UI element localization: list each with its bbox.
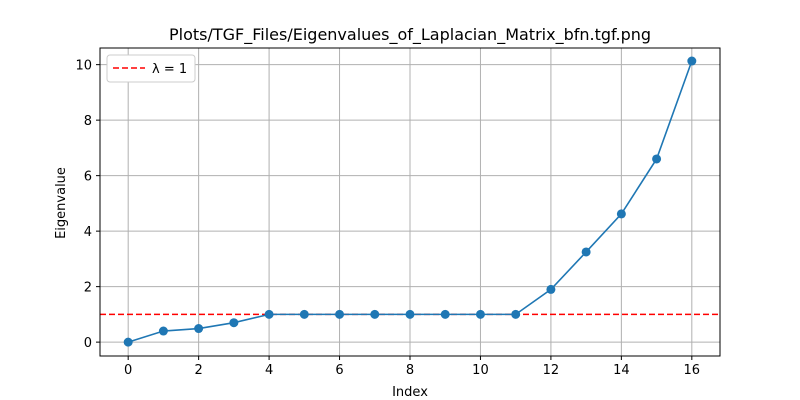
x-tick-label: 10	[472, 363, 489, 378]
data-point	[299, 309, 309, 319]
data-point	[687, 56, 697, 66]
x-tick-label: 8	[406, 363, 414, 378]
data-point	[440, 309, 450, 319]
data-point	[229, 318, 239, 328]
y-tick-label: 4	[84, 225, 92, 240]
x-tick-label: 16	[684, 363, 701, 378]
y-axis-label: Eigenvalue	[54, 167, 69, 239]
x-axis: 0 2 4 6 8 10 12 14 16	[124, 356, 700, 378]
x-tick-label: 6	[335, 363, 343, 378]
data-point	[123, 337, 133, 347]
data-point	[616, 209, 626, 219]
data-point	[546, 284, 556, 294]
data-point	[335, 309, 345, 319]
data-point	[475, 309, 485, 319]
x-tick-label: 14	[613, 363, 630, 378]
y-tick-label: 0	[84, 336, 92, 351]
x-tick-label: 0	[124, 363, 132, 378]
y-axis: 0 2 4 6 8 10	[75, 59, 100, 351]
y-tick-label: 6	[84, 170, 92, 185]
grid-layer	[100, 48, 720, 356]
y-tick-label: 2	[84, 281, 92, 296]
data-point	[511, 309, 521, 319]
data-point	[581, 247, 591, 257]
plot-area	[99, 47, 721, 357]
x-axis-label: Index	[392, 385, 428, 400]
data-point	[370, 309, 380, 319]
x-tick-label: 2	[194, 363, 202, 378]
data-point	[405, 309, 415, 319]
data-point	[652, 154, 662, 164]
data-point	[158, 326, 168, 336]
legend: λ = 1	[106, 54, 196, 83]
x-tick-label: 12	[543, 363, 560, 378]
legend-label-reference-line: λ = 1	[152, 62, 187, 77]
chart-title: Plots/TGF_Files/Eigenvalues_of_Laplacian…	[169, 25, 651, 45]
x-tick-label: 4	[265, 363, 273, 378]
series-layer	[123, 56, 697, 347]
data-point	[194, 324, 204, 334]
y-tick-label: 10	[75, 59, 92, 74]
legend-box	[106, 54, 196, 83]
y-tick-label: 8	[84, 114, 92, 129]
data-point	[264, 309, 274, 319]
